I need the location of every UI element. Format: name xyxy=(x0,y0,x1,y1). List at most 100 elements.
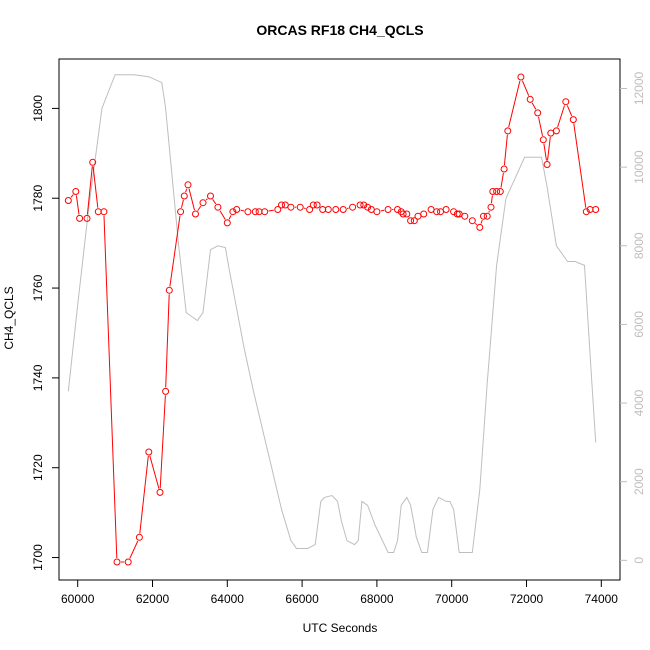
series-ch4-point-68 xyxy=(489,188,497,195)
series-ch4-point-63 xyxy=(468,217,476,225)
y-tick-label-1740: 1740 xyxy=(31,364,45,391)
series-ch4-point-74 xyxy=(526,95,534,103)
series-ch4-segment-11 xyxy=(159,395,166,489)
series-ch4-point-65 xyxy=(480,212,487,220)
series-ch4-segment-71 xyxy=(503,134,508,166)
series-ch4-point-40 xyxy=(349,203,357,211)
series-secondary-line xyxy=(67,74,597,553)
series-ch4-point-13 xyxy=(165,286,173,294)
y2-tick-label-6000: 6000 xyxy=(632,311,646,338)
series-ch4-point-22 xyxy=(229,208,237,216)
series-ch4-segment-0 xyxy=(70,194,74,198)
series-ch4-point-25 xyxy=(251,208,259,216)
y-tick-label-1720: 1720 xyxy=(31,454,45,481)
series-ch4-point-77 xyxy=(543,161,551,168)
plot-frame xyxy=(58,58,621,581)
series-ch4-point-73 xyxy=(517,73,525,81)
x-axis-label: UTC Seconds xyxy=(303,621,378,635)
series-ch4-point-4 xyxy=(89,158,97,166)
series-ch4-segment-23 xyxy=(240,209,245,212)
series-ch4-point-2 xyxy=(76,214,84,222)
y2-tick-label-2000: 2000 xyxy=(632,468,646,495)
series-ch4-segment-9 xyxy=(139,455,149,534)
series-ch4-point-31 xyxy=(287,203,295,211)
x-tick-label-70000: 70000 xyxy=(435,592,469,606)
series-ch4-point-56 xyxy=(433,208,441,216)
series-ch4-point-23 xyxy=(233,206,241,213)
series-ch4-segment-79 xyxy=(557,105,565,128)
series-ch4-point-66 xyxy=(483,212,491,220)
series-ch4-segment-74 xyxy=(531,102,537,110)
series-ch4-segment-67 xyxy=(490,195,493,204)
series-ch4-segment-63 xyxy=(474,223,478,226)
x-tick-label-68000: 68000 xyxy=(360,592,394,606)
y2-tick-label-0: 0 xyxy=(632,557,646,564)
x-tick-label-72000: 72000 xyxy=(510,592,544,606)
y2-tick-label-12000: 12000 xyxy=(632,71,646,105)
series-ch4-segment-72 xyxy=(508,80,521,128)
series-ch4-point-37 xyxy=(324,206,332,213)
series-secondary-group xyxy=(67,74,597,553)
x-tick-label-74000: 74000 xyxy=(585,592,619,606)
series-ch4-segment-76 xyxy=(543,143,547,161)
series-ch4-point-17 xyxy=(192,210,199,218)
series-ch4-segment-3 xyxy=(86,166,93,215)
x-tick-label-60000: 60000 xyxy=(61,592,95,606)
series-ch4-segment-18 xyxy=(205,198,208,201)
series-ch4-point-72 xyxy=(504,127,512,135)
y2-tick-label-10000: 10000 xyxy=(632,150,646,184)
series-ch4-point-0 xyxy=(64,197,72,204)
series-ch4-segment-13 xyxy=(169,215,181,287)
y-axis-left: 1700 1720 1740 1760 1780 1800 xyxy=(31,95,59,571)
series-ch4-point-70 xyxy=(496,188,504,195)
series-ch4-segment-4 xyxy=(92,166,99,208)
series-ch4-point-14 xyxy=(177,208,185,216)
series-ch4-point-28 xyxy=(274,206,282,213)
series-ch4-point-38 xyxy=(332,206,340,213)
series-ch4-point-76 xyxy=(539,136,547,144)
series-ch4-segment-45 xyxy=(380,209,385,212)
series-ch4-segment-16 xyxy=(188,188,195,211)
series-ch4-segment-14 xyxy=(181,199,184,208)
x-tick-label-64000: 64000 xyxy=(211,592,245,606)
series-ch4-segment-21 xyxy=(228,215,232,220)
series-ch4-segment-73 xyxy=(521,80,530,96)
series-ch4-point-39 xyxy=(339,206,347,213)
series-ch4-point-3 xyxy=(83,214,91,222)
series-ch4-point-18 xyxy=(199,199,207,207)
y-tick-label-1760: 1760 xyxy=(31,274,45,301)
series-ch4-point-46 xyxy=(384,206,392,213)
y-axis-label: CH4_QCLS xyxy=(2,286,16,349)
series-ch4-segment-70 xyxy=(500,172,504,188)
series-ch4-point-1 xyxy=(72,188,80,195)
series-ch4-point-69 xyxy=(493,188,501,195)
series-ch4-segment-17 xyxy=(197,205,202,211)
series-ch4-point-29 xyxy=(278,201,285,209)
series-ch4-segment-81 xyxy=(573,123,587,208)
x-tick-label-62000: 62000 xyxy=(136,592,170,606)
series-ch4-point-80 xyxy=(562,98,570,106)
series-ch4-point-47 xyxy=(394,206,401,213)
series-ch4-point-81 xyxy=(569,116,577,124)
series-ch4-point-7 xyxy=(113,558,121,566)
series-ch4-point-8 xyxy=(124,558,132,566)
chart-title: ORCAS RF18 CH4_QCLS xyxy=(256,22,423,38)
series-ch4-point-32 xyxy=(296,203,304,211)
series-ch4-point-42 xyxy=(360,201,368,209)
series-ch4-point-54 xyxy=(420,210,428,218)
series-ch4-point-35 xyxy=(313,201,321,209)
series-ch4-point-45 xyxy=(373,208,381,216)
series-ch4-point-84 xyxy=(592,206,600,213)
y2-tick-label-8000: 8000 xyxy=(632,232,646,259)
x-tick-label-66000: 66000 xyxy=(285,592,319,606)
series-ch4-segment-66 xyxy=(488,210,490,213)
series-ch4-point-51 xyxy=(407,217,415,225)
series-ch4-point-12 xyxy=(162,387,170,395)
series-ch4-segment-20 xyxy=(219,210,226,220)
series-ch4-point-49 xyxy=(399,210,407,218)
series-ch4-point-79 xyxy=(552,127,560,135)
series-ch4-point-43 xyxy=(364,203,372,211)
series-ch4-point-67 xyxy=(487,203,495,211)
